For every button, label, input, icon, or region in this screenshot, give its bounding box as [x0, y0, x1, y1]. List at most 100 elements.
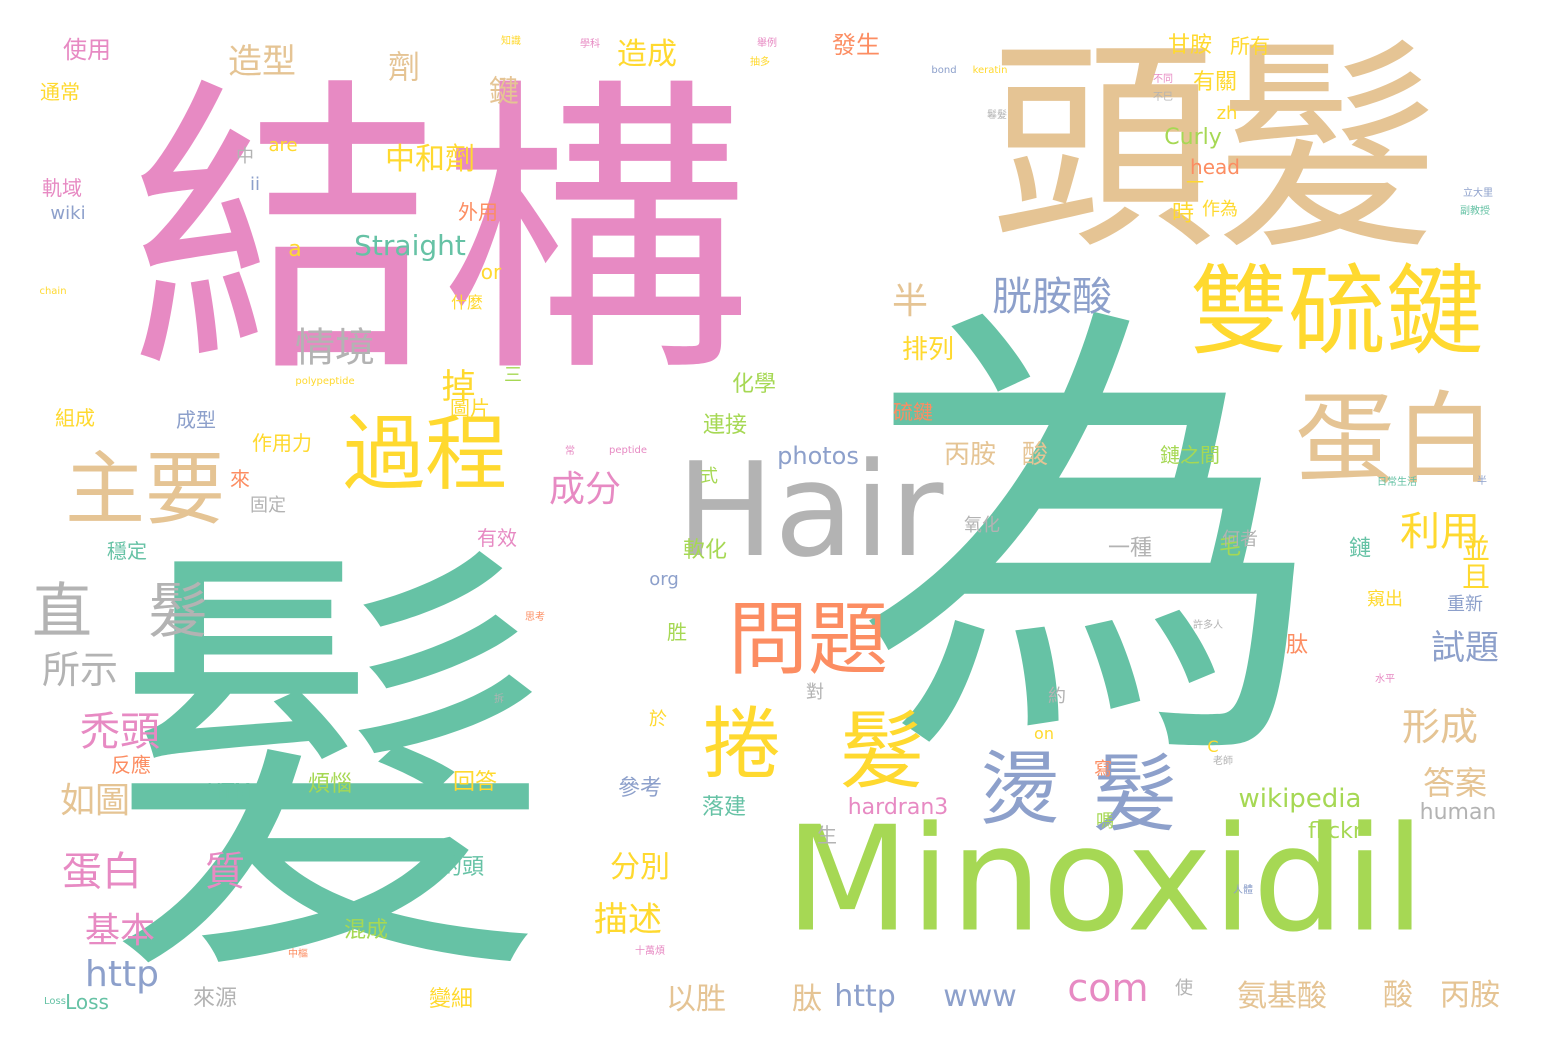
cloud-word: 氨基酸 — [1237, 979, 1327, 1014]
cloud-word: 胱胺酸 — [992, 274, 1112, 320]
cloud-word: 混成 — [343, 918, 389, 943]
cloud-word: 如圖 — [59, 781, 131, 822]
cloud-word: 鏈之間 — [1160, 443, 1220, 467]
cloud-word: 肽 — [1285, 633, 1309, 658]
cloud-word: 雙硫鍵 — [1189, 255, 1485, 369]
cloud-word: 反應 — [111, 753, 151, 777]
cloud-word: 形成 — [1401, 705, 1479, 749]
cloud-word: Minoxidil — [784, 795, 1426, 965]
cloud-word: on — [1034, 724, 1054, 743]
cloud-word: 舉例 — [757, 38, 777, 49]
cloud-word: 描述 — [594, 900, 662, 940]
cloud-word: 結構 — [130, 54, 750, 415]
cloud-word: 時 — [1168, 201, 1193, 223]
cloud-word: 嗎 — [1096, 811, 1114, 832]
cloud-word: 問題 — [728, 593, 888, 686]
cloud-word: 軟化 — [682, 538, 728, 563]
cloud-word: ii — [249, 174, 261, 195]
cloud-word: 知識 — [501, 36, 521, 47]
cloud-word: are — [268, 135, 298, 156]
cloud-word: 丙胺 — [943, 440, 997, 470]
cloud-word: 禿頭 — [80, 709, 160, 755]
cloud-word: com — [1067, 966, 1149, 1010]
cloud-word: 日常生活 — [1377, 477, 1417, 488]
cloud-word: Hair — [676, 434, 944, 586]
cloud-word: 連接 — [702, 413, 748, 438]
cloud-word: 情境 — [295, 325, 375, 371]
cloud-word: 過程 — [342, 407, 508, 502]
cloud-word: 使用 — [63, 36, 111, 64]
cloud-word: C — [1207, 737, 1219, 756]
cloud-word: 圖片 — [450, 396, 490, 420]
cloud-word: 不巳 — [1153, 92, 1173, 103]
cloud-word: 副教授 — [1460, 206, 1490, 217]
cloud-word: bond — [931, 65, 957, 76]
cloud-word: 一種 — [1107, 536, 1153, 561]
cloud-word: 作用力 — [252, 431, 312, 455]
cloud-word: 人體 — [1233, 885, 1253, 896]
cloud-word: 寫 — [1094, 759, 1112, 780]
cloud-word: 組成 — [55, 406, 95, 430]
cloud-word: 煩惱 — [307, 772, 353, 797]
cloud-word: 成型 — [176, 408, 216, 432]
cloud-word: 酸 — [1021, 440, 1049, 470]
cloud-word: org — [649, 569, 679, 590]
cloud-word: 丙胺 — [1440, 978, 1500, 1013]
cloud-word: 劑 — [383, 50, 421, 82]
cloud-word: 式 — [700, 466, 718, 487]
cloud-word: peptide — [608, 445, 648, 456]
cloud-word: human — [1419, 800, 1497, 825]
cloud-word: 固定 — [250, 495, 286, 516]
cloud-word: http — [834, 979, 896, 1014]
cloud-word: 鍵 — [483, 75, 518, 105]
cloud-word: 利用 — [1400, 509, 1480, 555]
cloud-word: 來 — [230, 467, 250, 491]
cloud-word: 基本 — [84, 911, 156, 952]
cloud-word: wikipedia — [1238, 784, 1362, 814]
cloud-word: 主要 — [65, 443, 225, 536]
cloud-word: www — [943, 979, 1017, 1014]
cloud-word: 外用 — [458, 200, 498, 224]
cloud-word: 並且 — [1458, 534, 1491, 590]
cloud-word: 甘胺 — [1167, 33, 1213, 58]
cloud-word: 胜 — [667, 620, 687, 644]
cloud-word: Curly — [1164, 125, 1222, 150]
cloud-word: HTM — [206, 779, 252, 803]
cloud-word: Loss — [44, 996, 66, 1007]
cloud-word: 造型 — [228, 42, 296, 82]
cloud-word: 半 — [1477, 476, 1487, 487]
cloud-word: 髮 — [1092, 745, 1178, 845]
cloud-word: 分別 — [610, 850, 670, 885]
cloud-word: 有關 — [1192, 70, 1238, 95]
cloud-word: Straight — [354, 229, 466, 262]
cloud-word: 抽多 — [750, 57, 770, 68]
cloud-word: 蛋白 — [62, 849, 142, 895]
cloud-word: 學科 — [580, 39, 600, 50]
cloud-word: 於 — [649, 709, 667, 730]
cloud-word: 中 — [233, 146, 254, 164]
cloud-word: 鏈 — [1345, 536, 1370, 558]
cloud-word: 捲 — [702, 700, 782, 790]
cloud-word: 所有 — [1230, 34, 1270, 58]
cloud-word: 三 — [504, 365, 522, 386]
cloud-word: 常 — [565, 446, 575, 457]
cloud-word: http — [85, 954, 159, 995]
cloud-word: a — [288, 237, 302, 262]
cloud-word: wiki — [50, 203, 86, 224]
cloud-word: 老師 — [1213, 756, 1233, 767]
cloud-word: chain — [39, 286, 67, 297]
cloud-word: 變細 — [428, 987, 474, 1012]
cloud-word: 生 — [817, 823, 837, 847]
cloud-word: 答案 — [1422, 764, 1488, 802]
cloud-word: 肽 — [792, 982, 822, 1017]
cloud-word: 掉 — [435, 368, 475, 402]
cloud-word: keratin — [972, 65, 1008, 76]
cloud-word: 水平 — [1375, 674, 1395, 685]
cloud-word: 毛 — [1218, 535, 1242, 560]
cloud-word: 對 — [806, 682, 824, 703]
cloud-word: 髮 — [839, 702, 925, 802]
cloud-word: 立大里 — [1463, 188, 1493, 199]
cloud-word: 燙 — [980, 743, 1060, 836]
cloud-word: 以胜 — [666, 982, 726, 1017]
cloud-word: 來源 — [192, 986, 238, 1011]
